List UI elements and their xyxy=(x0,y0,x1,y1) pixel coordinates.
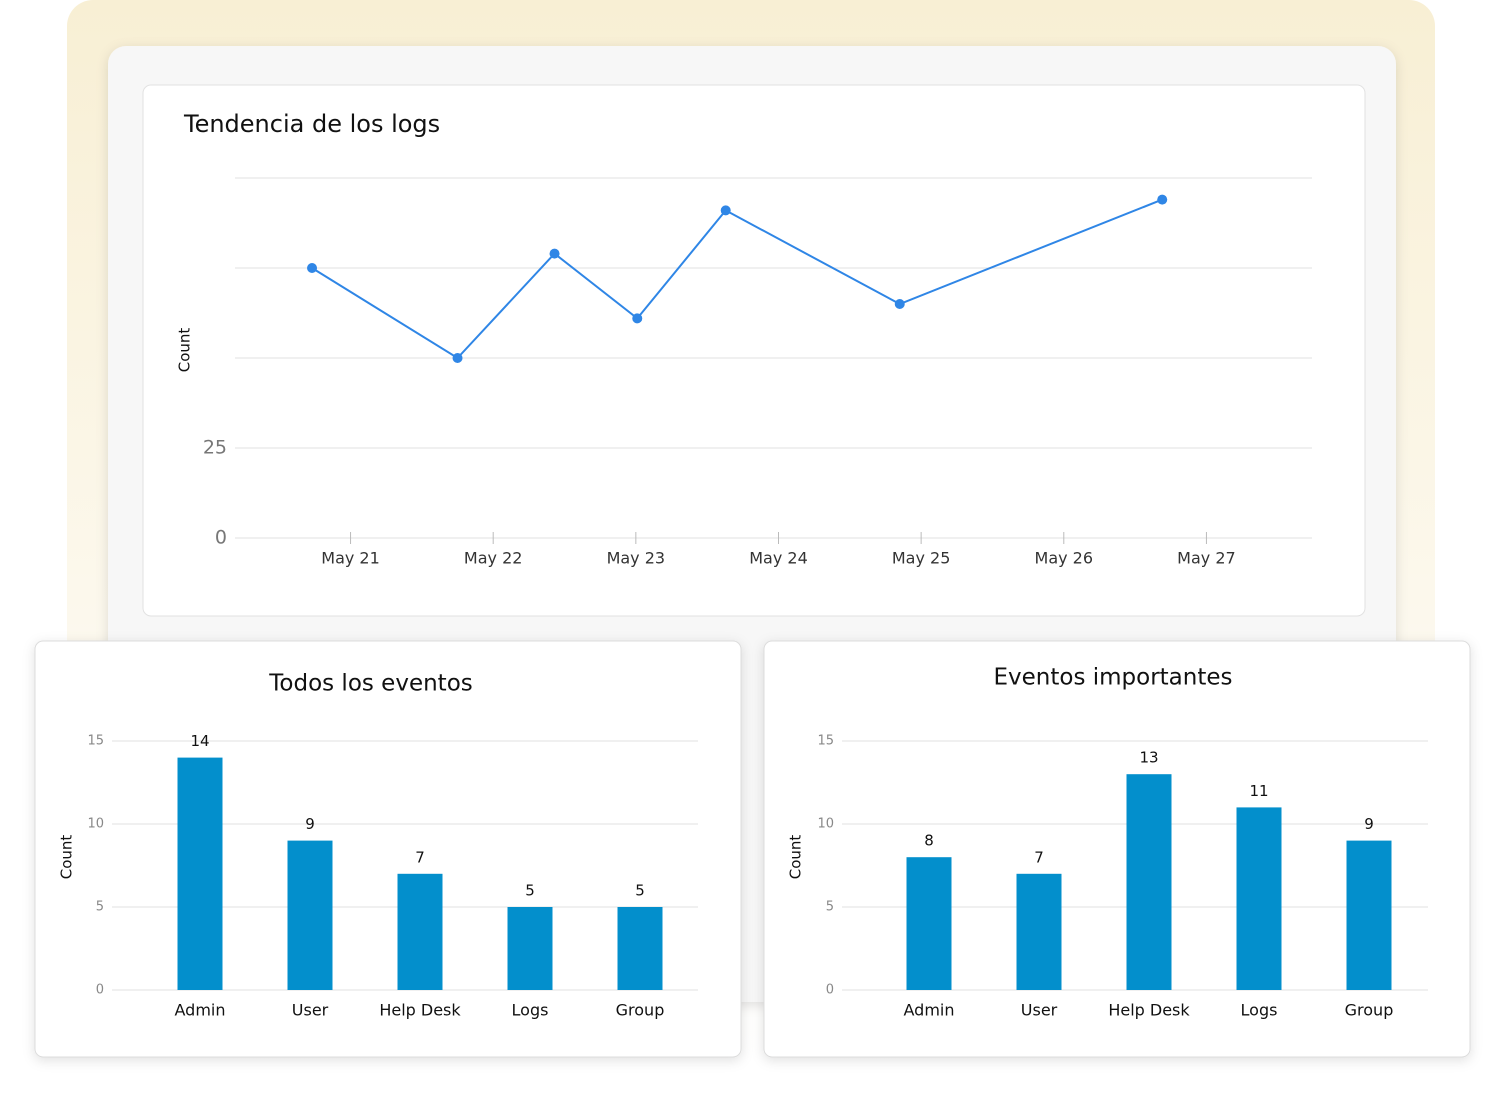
y-tick-label: 15 xyxy=(817,734,834,749)
chart-title: Todos los eventos xyxy=(268,671,473,697)
value-label: 7 xyxy=(1034,848,1044,866)
bar xyxy=(617,907,663,990)
value-label: 13 xyxy=(1139,749,1158,767)
card xyxy=(142,84,1366,617)
y-tick-label: 25 xyxy=(203,437,227,459)
x-tick-label: Group xyxy=(1345,1001,1394,1020)
point xyxy=(1157,194,1168,205)
x-tick-label: May 22 xyxy=(464,549,523,568)
y-axis-label: Count xyxy=(58,835,76,880)
value-label: 11 xyxy=(1249,782,1268,800)
value-label: 7 xyxy=(415,848,425,866)
x-tick-label: Group xyxy=(616,1001,665,1020)
point xyxy=(307,263,318,273)
point xyxy=(720,205,731,216)
y-tick-label: 10 xyxy=(817,817,834,832)
bar xyxy=(1016,873,1062,990)
value-label: 8 xyxy=(924,832,934,850)
point xyxy=(632,313,643,324)
bar xyxy=(1126,774,1172,990)
x-tick-label: Admin xyxy=(175,1001,226,1020)
x-tick-label: Logs xyxy=(1241,1001,1278,1020)
value-label: 9 xyxy=(305,815,315,833)
point xyxy=(452,353,463,363)
value-label: 5 xyxy=(525,882,535,900)
y-tick-label: 10 xyxy=(87,817,104,832)
x-tick-label: Logs xyxy=(512,1001,549,1020)
bar xyxy=(507,907,553,990)
x-tick-label: May 23 xyxy=(607,549,666,568)
y-tick-label: 0 xyxy=(826,983,834,998)
x-tick-label: May 24 xyxy=(749,549,808,568)
chart-title: Eventos importantes xyxy=(993,665,1232,691)
x-tick-label: User xyxy=(1021,1001,1058,1020)
point xyxy=(549,248,560,259)
x-tick-label: May 27 xyxy=(1177,549,1236,568)
y-tick-label: 0 xyxy=(215,527,227,549)
bar xyxy=(397,873,443,990)
charts: Tendencia de los logs Count 0 25 May 21 May 2… xyxy=(58,110,1428,1020)
y-axis-label: Count xyxy=(176,328,194,373)
value-label: 5 xyxy=(635,882,645,900)
bar xyxy=(906,857,952,990)
y-tick-label: 5 xyxy=(96,900,104,915)
card xyxy=(34,640,742,1058)
bar xyxy=(1346,840,1392,990)
value-label: 14 xyxy=(190,732,209,750)
bar xyxy=(1236,807,1282,990)
x-tick-label: Help Desk xyxy=(379,1001,461,1020)
y-axis-label: Count xyxy=(787,835,805,880)
y-tick-label: 0 xyxy=(96,983,104,998)
x-tick-label: May 21 xyxy=(321,549,380,568)
y-tick-label: 15 xyxy=(87,734,104,749)
x-tick-label: Admin xyxy=(904,1001,955,1020)
point xyxy=(894,299,905,309)
bar xyxy=(177,757,223,990)
value-label: 9 xyxy=(1364,815,1374,833)
x-tick-label: Help Desk xyxy=(1108,1001,1190,1020)
chart-title: Tendencia de los logs xyxy=(183,110,440,138)
x-tick-label: May 26 xyxy=(1035,549,1094,568)
y-tick-label: 5 xyxy=(826,900,834,915)
x-tick-label: User xyxy=(292,1001,329,1020)
bar xyxy=(287,840,333,990)
x-tick-label: May 25 xyxy=(892,549,951,568)
